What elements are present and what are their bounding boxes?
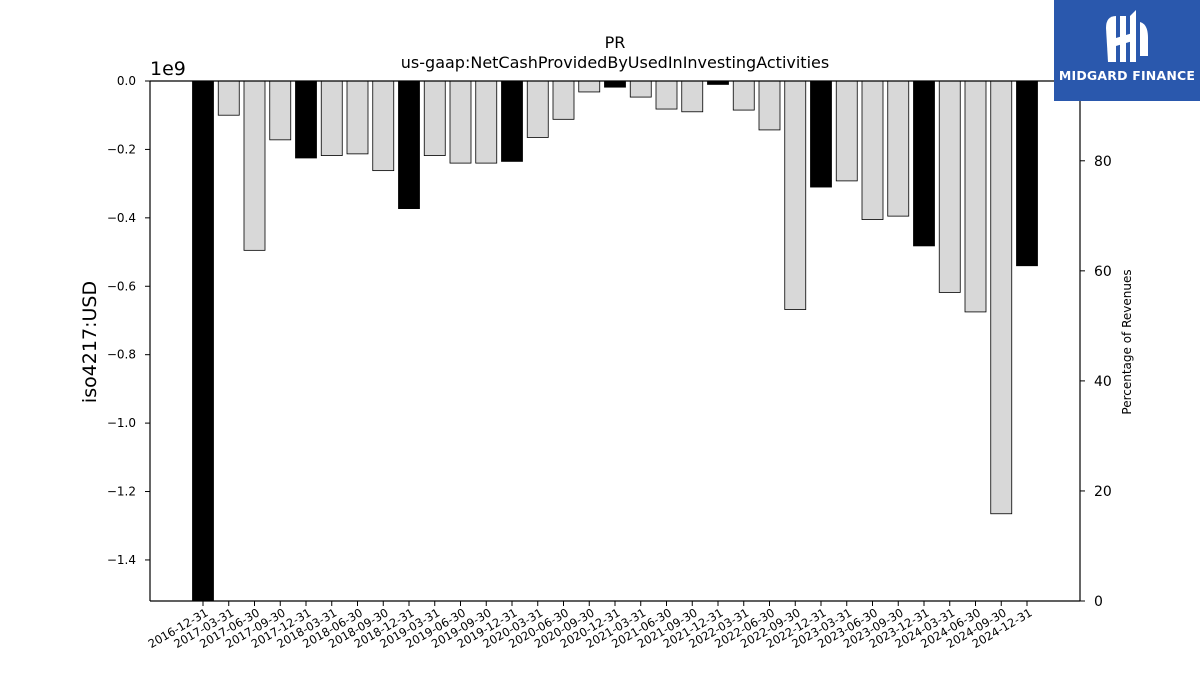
y-offset-label: 1e9 <box>150 58 186 80</box>
bar-2022-12-31 <box>810 80 832 188</box>
bar-2023-06-30 <box>861 80 884 220</box>
y2-tick-label: 20 <box>1094 484 1112 500</box>
y-axis-label: iso4217:USD <box>79 281 101 403</box>
bar-2018-12-31 <box>398 80 420 210</box>
bar-2022-09-30 <box>784 80 807 310</box>
bar-2024-09-30 <box>990 80 1013 515</box>
bar-2019-06-30 <box>449 80 472 164</box>
y2-axis-label: Percentage of Revenues <box>1120 269 1134 414</box>
y2-tick-label: 60 <box>1094 264 1112 280</box>
y-tick-label: 0.0 <box>117 74 136 88</box>
bar-2023-12-31 <box>913 80 935 247</box>
bars-group <box>192 80 1038 602</box>
y-tick-label: −0.4 <box>107 211 136 225</box>
bar-2023-03-31 <box>835 80 858 182</box>
y-tick-label: −1.0 <box>107 416 136 430</box>
y-tick-label: −1.4 <box>107 553 136 567</box>
chart-subtitle: us-gaap:NetCashProvidedByUsedInInvesting… <box>401 53 829 72</box>
bar-2021-06-30 <box>655 80 678 110</box>
bar-2017-09-30 <box>269 80 292 141</box>
bar-2018-06-30 <box>346 80 369 155</box>
bar-2017-12-31 <box>295 80 317 159</box>
bar-2024-12-31 <box>1016 80 1038 267</box>
bar-2017-03-31 <box>217 80 240 116</box>
y2-tick-label: 40 <box>1094 374 1112 390</box>
bar-2017-06-30 <box>243 80 266 251</box>
bar-2022-06-30 <box>758 80 781 131</box>
bar-2020-09-30 <box>578 80 601 93</box>
bar-2016-12-31 <box>192 80 214 602</box>
bar-2019-12-31 <box>501 80 523 162</box>
company-logo: MIDGARD FINANCE <box>1054 0 1200 101</box>
bar-2018-03-31 <box>320 80 343 156</box>
y-tick-label: −1.2 <box>107 485 136 499</box>
y2-tick-label: 0 <box>1094 594 1103 610</box>
y2-tick-label: 80 <box>1094 154 1112 170</box>
bar-2020-06-30 <box>552 80 575 120</box>
y-tick-label: −0.8 <box>107 348 136 362</box>
bar-2024-06-30 <box>964 80 987 313</box>
midgard-logo-icon <box>1106 10 1148 62</box>
bar-2022-03-31 <box>732 80 755 111</box>
y-tick-label: −0.6 <box>107 279 136 293</box>
bar-2018-09-30 <box>372 80 395 172</box>
bar-2024-03-31 <box>938 80 961 293</box>
logo-text: MIDGARD FINANCE <box>1058 68 1196 83</box>
bar-2020-03-31 <box>526 80 549 138</box>
bar-2023-09-30 <box>887 80 910 217</box>
bar-2021-09-30 <box>681 80 704 113</box>
bar-2021-03-31 <box>629 80 652 98</box>
bar-2020-12-31 <box>604 80 626 88</box>
y-tick-label: −0.2 <box>107 142 136 156</box>
chart-title: PR <box>605 33 626 52</box>
bar-2019-03-31 <box>423 80 446 156</box>
bar-2019-09-30 <box>475 80 498 164</box>
